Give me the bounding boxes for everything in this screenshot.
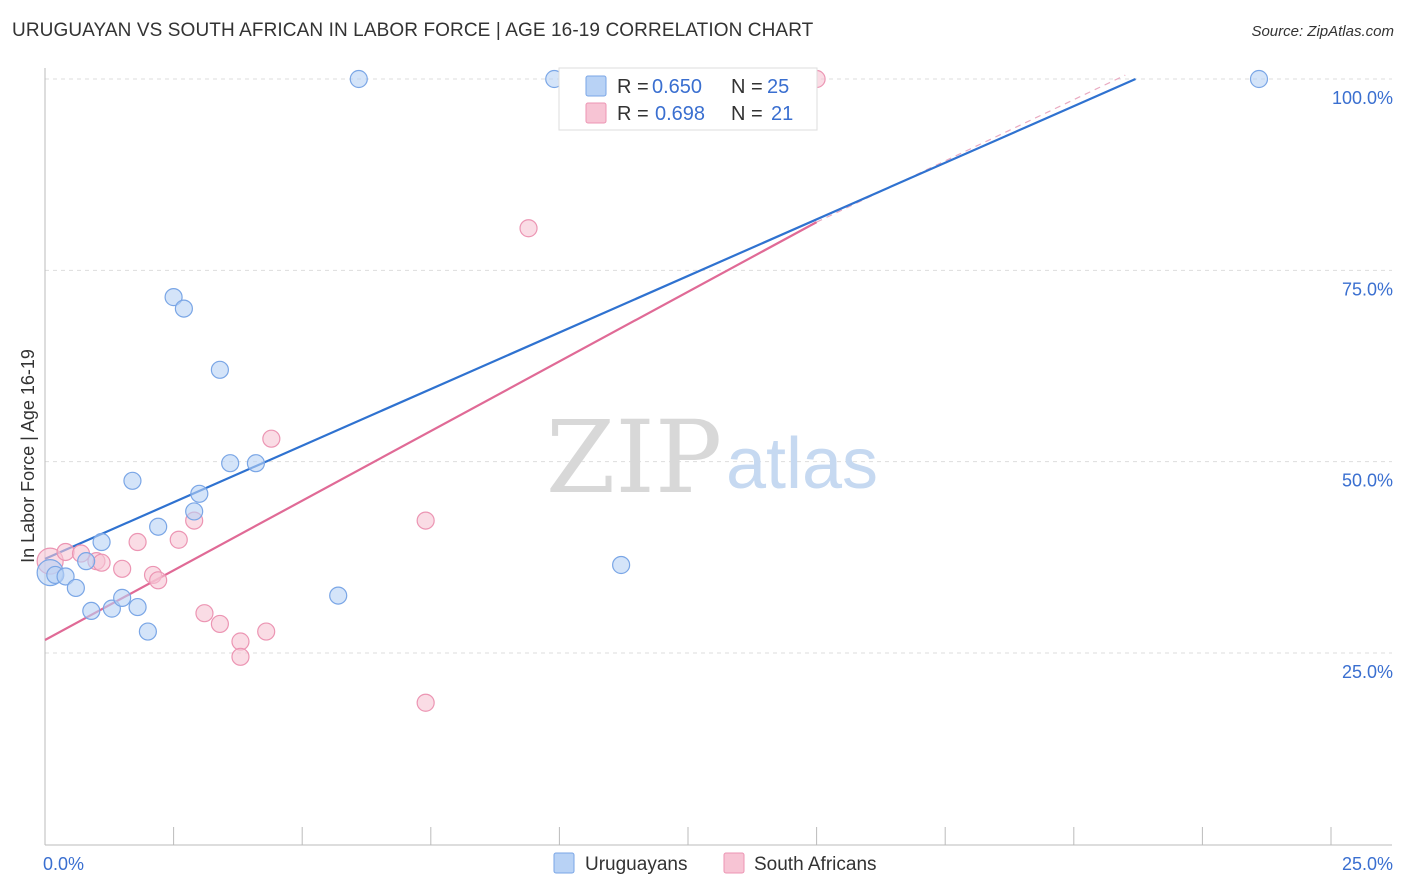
trend-line-south-africans (44, 221, 818, 641)
legend-swatch-blue (585, 75, 607, 97)
legend-n-value-2: 21 (771, 103, 793, 125)
watermark-zip: ZIP (546, 399, 722, 516)
series-legend-swatch-south-africans (723, 852, 745, 874)
point-south-africans (92, 553, 111, 572)
point-south-africans (56, 542, 75, 562)
x-tick-label: 0.0% (43, 854, 84, 874)
point-uruguayans (149, 517, 168, 536)
point-south-africans (128, 532, 147, 552)
point-south-africans (257, 622, 276, 641)
y-axis-label: In Labor Force | Age 16-19 (18, 349, 38, 563)
point-south-africans (519, 219, 538, 238)
legend-r-value-1: 0.650 (652, 76, 702, 98)
source-label: Source: ZipAtlas.com (1251, 23, 1394, 40)
axes: 25.0% 50.0% 75.0% 100.0% 0.0% 25.0% (43, 68, 1393, 874)
point-uruguayans (1249, 69, 1269, 89)
series-legend: Uruguayans South Africans (553, 852, 877, 875)
point-uruguayans (66, 578, 85, 598)
legend-n-label-2: N = (731, 103, 763, 125)
point-uruguayans (174, 299, 193, 318)
point-uruguayans (612, 555, 631, 575)
point-south-africans (210, 614, 229, 634)
legend-swatch-pink (585, 102, 607, 124)
point-uruguayans (185, 502, 204, 521)
point-uruguayans (246, 454, 266, 473)
trend-lines (44, 74, 1136, 641)
point-uruguayans (164, 288, 183, 307)
point-uruguayans (56, 567, 75, 586)
point-uruguayans (210, 360, 229, 379)
y-tick-label: 50.0% (1342, 471, 1393, 491)
grid (45, 78, 1392, 654)
legend-r-value-2: 0.698 (655, 103, 705, 125)
chart-title: URUGUAYAN VS SOUTH AFRICAN IN LABOR FORC… (12, 20, 814, 41)
y-tick-label: 25.0% (1342, 662, 1393, 682)
point-south-africans (149, 571, 168, 590)
point-uruguayans (82, 601, 101, 621)
legend-n-value-1: 25 (767, 76, 789, 98)
point-south-africans (416, 693, 435, 712)
point-south-africans (231, 632, 250, 651)
legend-r-label-2: R = (617, 103, 649, 125)
legend-n-label-1: N = (731, 76, 763, 98)
watermark-atlas: atlas (726, 424, 878, 504)
data-points (36, 69, 1269, 712)
point-south-africans (262, 429, 281, 448)
y-tick-label: 75.0% (1342, 279, 1393, 299)
point-uruguayans (221, 454, 240, 473)
series-legend-swatch-uruguayans (553, 852, 575, 874)
point-south-africans (195, 604, 214, 623)
point-uruguayans (113, 588, 132, 607)
point-south-africans (231, 647, 250, 666)
point-uruguayans (128, 597, 147, 617)
y-tick-label: 100.0% (1332, 88, 1393, 108)
point-uruguayans (77, 552, 96, 571)
point-uruguayans (329, 586, 348, 605)
series-legend-label-uruguayans: Uruguayans (585, 854, 687, 875)
x-tick-label: 25.0% (1342, 854, 1393, 874)
point-uruguayans (349, 69, 368, 89)
point-uruguayans (92, 532, 111, 552)
watermark: ZIP atlas (546, 399, 878, 516)
trend-line-uruguayans (44, 77, 1136, 560)
point-south-africans (113, 559, 132, 578)
series-legend-label-south-africans: South Africans (754, 854, 877, 875)
point-uruguayans (123, 471, 142, 490)
point-uruguayans (190, 484, 209, 503)
point-uruguayans (138, 622, 157, 641)
point-south-africans (416, 511, 435, 530)
point-south-africans (169, 530, 188, 549)
legend-r-label-1: R = (617, 76, 649, 98)
correlation-legend: R = 0.650 N = 25 R = 0.698 N = 21 (558, 67, 818, 131)
